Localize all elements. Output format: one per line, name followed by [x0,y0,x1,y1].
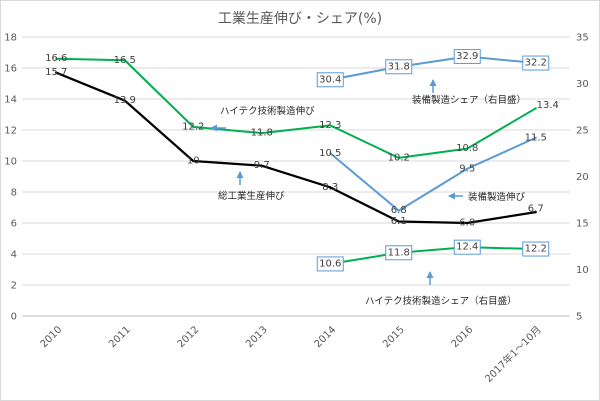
data-label: 6.7 [528,204,544,215]
data-label-box [522,241,550,257]
data-label: 10.8 [456,143,478,154]
data-point-equipment-manufacturing-growth [466,167,469,170]
data-point-high-tech-manufacturing-growth [192,125,195,128]
data-label: 16.5 [114,55,136,66]
data-label-box [385,245,413,261]
data-point-equipment-manufacturing-growth [329,152,332,155]
y-left-tick-label: 14 [4,95,17,106]
y-left-tick-label: 8 [11,188,17,199]
series-line-high-tech-manufacturing-share [329,246,537,265]
data-label: 32.2 [525,58,547,69]
data-label: 10.6 [319,258,341,269]
data-point-total-industrial-production-growth [534,211,537,214]
y-axis-left: 0 2 4 6 8 10 12 14 16 18 [4,33,17,323]
data-point-high-tech-manufacturing-growth [329,124,332,127]
gridlines [22,36,570,317]
y-right-tick-label: 20 [576,172,589,183]
data-point-high-tech-manufacturing-growth [55,57,58,60]
data-point-total-industrial-production-growth [260,164,263,167]
data-label: 8.3 [322,182,338,193]
data-label: 10.2 [388,152,410,163]
y-left-tick-label: 2 [11,281,17,292]
data-label: 12.2 [525,244,547,255]
data-labels: 15.7 13.9 10 9.7 8.3 6.1 6.0 6.7 16.6 16.5 12.2 11.… [45,49,559,272]
data-label: 11.5 [525,132,547,143]
data-label: 13.4 [537,100,559,111]
data-label-box [316,72,344,88]
data-label: 10.5 [319,148,341,159]
data-point-total-industrial-production-growth [397,220,400,223]
data-point-total-industrial-production-growth [329,186,332,189]
y-right-tick-label: 15 [576,219,589,230]
y-left-tick-label: 6 [11,219,17,230]
data-point-high-tech-manufacturing-growth [123,59,126,62]
data-point-high-tech-manufacturing-growth [534,107,537,110]
data-label-box [453,49,481,65]
series-annotation-equipment-manufacturing-share: 装備製造シェア（右目盛） [412,94,526,106]
data-label: 9.5 [459,163,475,174]
series-annotation-high-tech-manufacturing-share: ハイテク技術製造シェア（右目盛） [365,295,517,307]
data-label: 32.9 [456,51,478,62]
y-left-tick-label: 16 [4,64,17,75]
data-label-box [522,55,550,71]
y-left-tick-label: 10 [4,157,17,168]
y-right-tick-label: 10 [576,265,589,276]
data-label: 15.7 [45,67,67,78]
y-right-tick-label: 25 [576,126,589,137]
data-label: 6.0 [459,218,475,229]
data-label: 30.4 [319,74,341,85]
data-label-box [316,256,344,272]
data-point-total-industrial-production-growth [466,222,469,224]
y-left-tick-label: 0 [11,312,17,323]
data-point-equipment-manufacturing-growth [534,136,537,139]
y-left-tick-label: 4 [11,250,17,261]
series-line-equipment-manufacturing-share [329,55,537,81]
series-annotation-equipment-manufacturing-growth: 装備製造伸び [468,191,526,203]
data-label: 16.6 [45,53,67,64]
data-point-total-industrial-production-growth [192,160,195,162]
data-label: 31.8 [388,61,410,72]
data-label: 13.9 [114,95,136,106]
y-left-tick-label: 18 [4,33,17,44]
data-label: 11.8 [251,128,273,139]
data-point-high-tech-manufacturing-growth [466,147,469,150]
series-line-high-tech-manufacturing-growth [55,57,537,159]
data-point-total-industrial-production-growth [123,99,126,102]
data-label: 6.8 [391,205,407,216]
data-point-high-tech-manufacturing-growth [260,132,263,135]
y-left-tick-label: 12 [4,126,17,137]
data-label: 10 [187,156,200,167]
data-label: 6.1 [391,216,407,227]
data-label-box [385,59,413,75]
data-label-box [453,239,481,255]
series-line-equipment-manufacturing-growth [329,136,537,212]
data-label: 12.2 [182,121,204,132]
y-right-tick-label: 5 [576,312,582,323]
data-point-total-industrial-production-growth [55,71,58,74]
series-layer [55,55,537,265]
y-axis-right: 5 10 15 20 25 30 35 [576,33,589,323]
y-right-tick-label: 35 [576,33,589,44]
data-point-high-tech-manufacturing-growth [397,156,400,159]
chart-title: 工業生産伸び・シェア(%) [218,11,382,27]
data-label: 12.4 [456,242,478,253]
data-label: 9.7 [254,160,270,171]
series-annotation-total-industrial-production-growth: 総工業生産伸び [218,190,285,202]
data-label: 11.8 [388,247,410,258]
data-label: 12.3 [319,120,341,131]
series-line-total-industrial-production-growth [55,71,537,225]
y-right-tick-label: 30 [576,79,589,90]
series-annotation-high-tech-manufacturing-growth: ハイテク技術製造伸び [220,105,315,117]
data-point-equipment-manufacturing-growth [397,209,400,212]
